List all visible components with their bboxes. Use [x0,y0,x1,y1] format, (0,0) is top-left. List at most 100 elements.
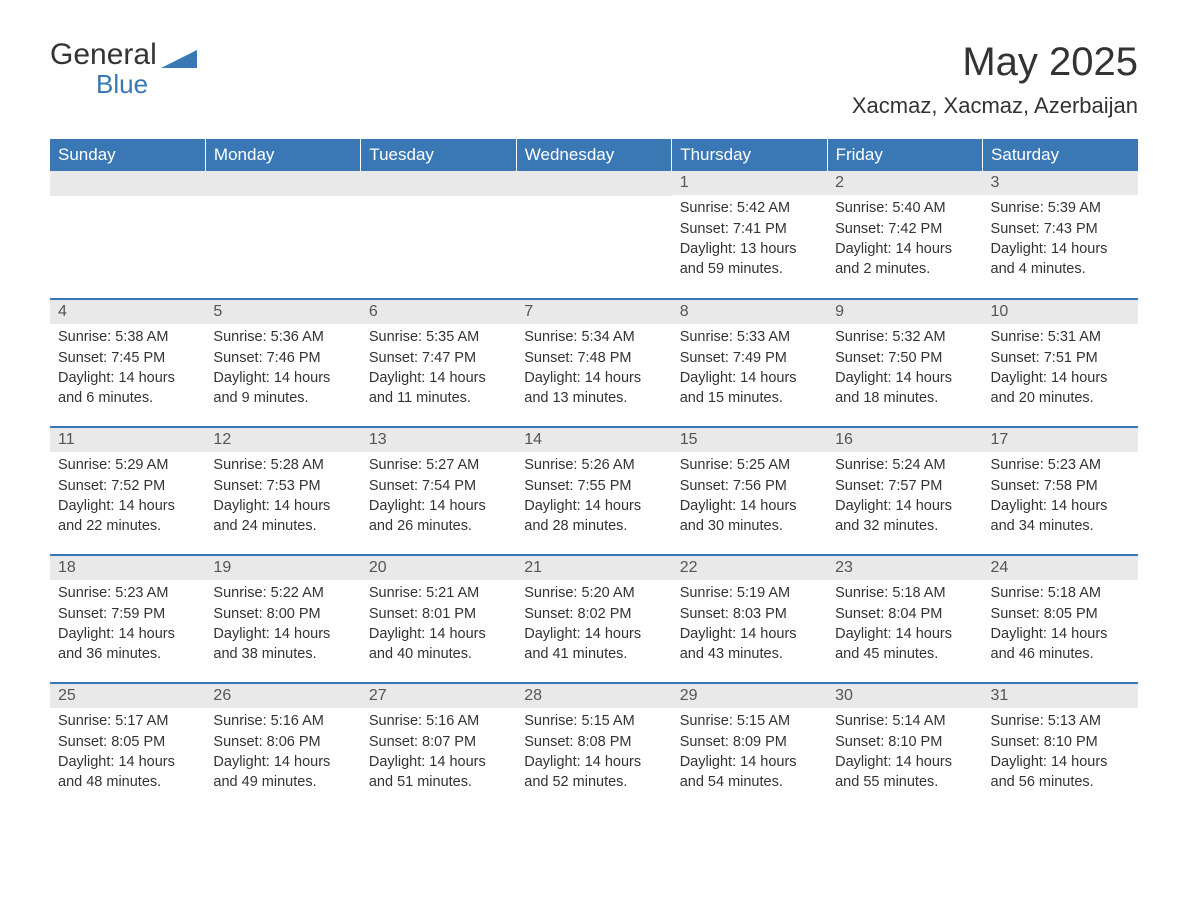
daylight-line: Daylight: 14 hours and 43 minutes. [680,625,819,664]
sunrise-line: Sunrise: 5:13 AM [991,712,1130,732]
day-details: Sunrise: 5:29 AMSunset: 7:52 PMDaylight:… [50,452,205,545]
daylight-line: Daylight: 14 hours and 30 minutes. [680,497,819,536]
sunset-line: Sunset: 7:56 PM [680,477,819,497]
sunrise-line: Sunrise: 5:21 AM [369,584,508,604]
daylight-line: Daylight: 14 hours and 45 minutes. [835,625,974,664]
day-details: Sunrise: 5:39 AMSunset: 7:43 PMDaylight:… [983,195,1138,288]
daylight-line: Daylight: 14 hours and 40 minutes. [369,625,508,664]
day-number: 3 [983,171,1138,195]
sunset-line: Sunset: 7:58 PM [991,477,1130,497]
day-number: 12 [205,428,360,452]
sunrise-line: Sunrise: 5:18 AM [835,584,974,604]
sunrise-line: Sunrise: 5:18 AM [991,584,1130,604]
daylight-line: Daylight: 14 hours and 26 minutes. [369,497,508,536]
day-number: 6 [361,300,516,324]
day-number: 14 [516,428,671,452]
day-details: Sunrise: 5:13 AMSunset: 8:10 PMDaylight:… [983,708,1138,801]
day-number: 24 [983,556,1138,580]
day-details: Sunrise: 5:21 AMSunset: 8:01 PMDaylight:… [361,580,516,673]
day-number: 1 [672,171,827,195]
daylight-line: Daylight: 14 hours and 56 minutes. [991,753,1130,792]
sunrise-line: Sunrise: 5:17 AM [58,712,197,732]
calendar-row: 25Sunrise: 5:17 AMSunset: 8:05 PMDayligh… [50,683,1138,811]
sunrise-line: Sunrise: 5:14 AM [835,712,974,732]
calendar-cell-empty [516,171,671,299]
sunset-line: Sunset: 7:55 PM [524,477,663,497]
day-details: Sunrise: 5:25 AMSunset: 7:56 PMDaylight:… [672,452,827,545]
daylight-line: Daylight: 14 hours and 20 minutes. [991,369,1130,408]
weekday-header: Sunday [50,139,205,171]
sunrise-line: Sunrise: 5:15 AM [524,712,663,732]
calendar-cell-empty [361,171,516,299]
calendar-cell: 17Sunrise: 5:23 AMSunset: 7:58 PMDayligh… [983,427,1138,555]
sunset-line: Sunset: 8:09 PM [680,733,819,753]
sunrise-line: Sunrise: 5:16 AM [213,712,352,732]
weekday-header: Saturday [983,139,1138,171]
day-details: Sunrise: 5:23 AMSunset: 7:58 PMDaylight:… [983,452,1138,545]
daylight-line: Daylight: 14 hours and 28 minutes. [524,497,663,536]
calendar-cell: 2Sunrise: 5:40 AMSunset: 7:42 PMDaylight… [827,171,982,299]
day-details: Sunrise: 5:36 AMSunset: 7:46 PMDaylight:… [205,324,360,417]
daylight-line: Daylight: 14 hours and 11 minutes. [369,369,508,408]
sunset-line: Sunset: 8:04 PM [835,605,974,625]
sunset-line: Sunset: 8:10 PM [991,733,1130,753]
day-details: Sunrise: 5:16 AMSunset: 8:06 PMDaylight:… [205,708,360,801]
day-details: Sunrise: 5:18 AMSunset: 8:05 PMDaylight:… [983,580,1138,673]
page-subtitle: Xacmaz, Xacmaz, Azerbaijan [852,93,1138,119]
day-details: Sunrise: 5:20 AMSunset: 8:02 PMDaylight:… [516,580,671,673]
sunrise-line: Sunrise: 5:20 AM [524,584,663,604]
sunset-line: Sunset: 7:53 PM [213,477,352,497]
calendar-cell: 26Sunrise: 5:16 AMSunset: 8:06 PMDayligh… [205,683,360,811]
sunset-line: Sunset: 8:00 PM [213,605,352,625]
calendar-row: 18Sunrise: 5:23 AMSunset: 7:59 PMDayligh… [50,555,1138,683]
day-number: 7 [516,300,671,324]
sunset-line: Sunset: 7:54 PM [369,477,508,497]
day-details: Sunrise: 5:34 AMSunset: 7:48 PMDaylight:… [516,324,671,417]
daylight-line: Daylight: 14 hours and 2 minutes. [835,240,974,279]
calendar-cell: 29Sunrise: 5:15 AMSunset: 8:09 PMDayligh… [672,683,827,811]
sunrise-line: Sunrise: 5:36 AM [213,328,352,348]
sunrise-line: Sunrise: 5:16 AM [369,712,508,732]
day-number: 13 [361,428,516,452]
day-number: 10 [983,300,1138,324]
brand-logo: General Blue [50,40,197,100]
calendar-cell: 8Sunrise: 5:33 AMSunset: 7:49 PMDaylight… [672,299,827,427]
brand-word1: General [50,38,157,71]
daylight-line: Daylight: 14 hours and 51 minutes. [369,753,508,792]
daylight-line: Daylight: 14 hours and 38 minutes. [213,625,352,664]
calendar-cell: 31Sunrise: 5:13 AMSunset: 8:10 PMDayligh… [983,683,1138,811]
title-block: May 2025 Xacmaz, Xacmaz, Azerbaijan [852,40,1138,133]
day-details: Sunrise: 5:23 AMSunset: 7:59 PMDaylight:… [50,580,205,673]
day-number: 19 [205,556,360,580]
day-details: Sunrise: 5:16 AMSunset: 8:07 PMDaylight:… [361,708,516,801]
day-number: 18 [50,556,205,580]
daylight-line: Daylight: 14 hours and 34 minutes. [991,497,1130,536]
day-details: Sunrise: 5:31 AMSunset: 7:51 PMDaylight:… [983,324,1138,417]
day-number: 21 [516,556,671,580]
sunset-line: Sunset: 7:51 PM [991,349,1130,369]
calendar-cell: 20Sunrise: 5:21 AMSunset: 8:01 PMDayligh… [361,555,516,683]
sunset-line: Sunset: 7:43 PM [991,220,1130,240]
daylight-line: Daylight: 14 hours and 9 minutes. [213,369,352,408]
daylight-line: Daylight: 13 hours and 59 minutes. [680,240,819,279]
sunrise-line: Sunrise: 5:29 AM [58,456,197,476]
calendar-cell: 30Sunrise: 5:14 AMSunset: 8:10 PMDayligh… [827,683,982,811]
calendar-cell: 24Sunrise: 5:18 AMSunset: 8:05 PMDayligh… [983,555,1138,683]
calendar-cell: 28Sunrise: 5:15 AMSunset: 8:08 PMDayligh… [516,683,671,811]
day-details: Sunrise: 5:26 AMSunset: 7:55 PMDaylight:… [516,452,671,545]
sunset-line: Sunset: 7:41 PM [680,220,819,240]
weekday-header: Tuesday [361,139,516,171]
day-number [361,171,516,196]
sunrise-line: Sunrise: 5:15 AM [680,712,819,732]
day-details: Sunrise: 5:28 AMSunset: 7:53 PMDaylight:… [205,452,360,545]
day-number: 23 [827,556,982,580]
sunrise-line: Sunrise: 5:31 AM [991,328,1130,348]
calendar-cell-empty [205,171,360,299]
sunrise-line: Sunrise: 5:27 AM [369,456,508,476]
day-details: Sunrise: 5:24 AMSunset: 7:57 PMDaylight:… [827,452,982,545]
day-number: 11 [50,428,205,452]
daylight-line: Daylight: 14 hours and 22 minutes. [58,497,197,536]
day-number: 16 [827,428,982,452]
daylight-line: Daylight: 14 hours and 55 minutes. [835,753,974,792]
calendar-cell: 6Sunrise: 5:35 AMSunset: 7:47 PMDaylight… [361,299,516,427]
